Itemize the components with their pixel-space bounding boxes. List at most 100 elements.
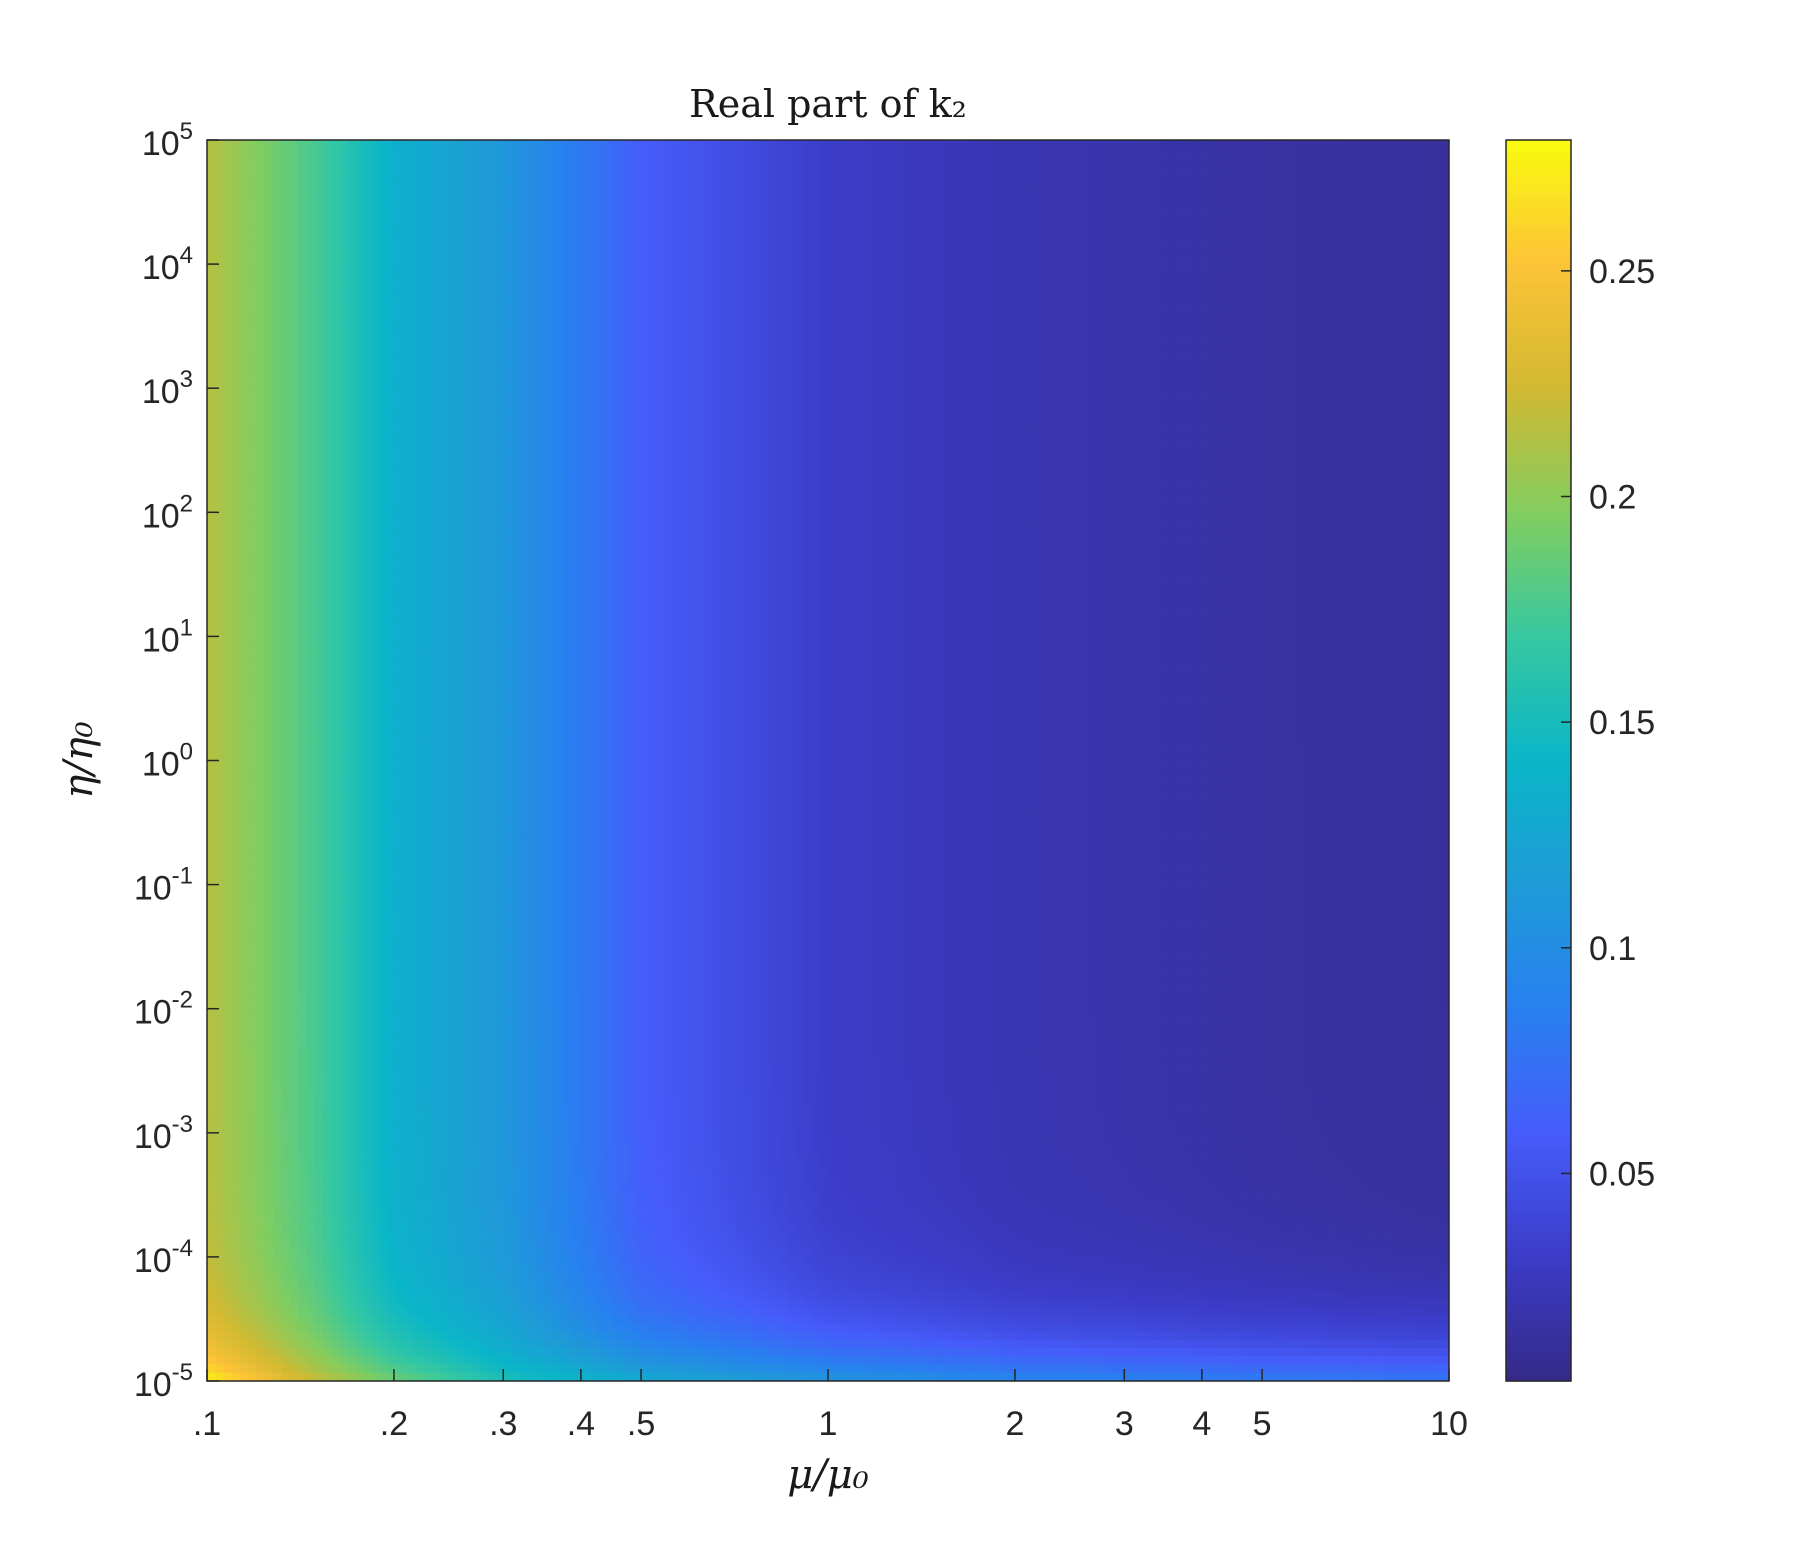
heatmap-cell: [215, 156, 225, 166]
heatmap-cell: [331, 768, 341, 778]
heatmap-cell: [298, 1232, 307, 1241]
heatmap-cell: [256, 1190, 266, 1200]
heatmap-cell: [298, 1058, 307, 1068]
heatmap-cell: [471, 686, 481, 695]
heatmap-cell: [372, 355, 382, 364]
heatmap-cell: [463, 925, 473, 935]
heatmap-cell: [289, 487, 299, 497]
heatmap-cell: [414, 322, 423, 331]
heatmap-cell: [289, 917, 299, 927]
heatmap-cell: [281, 1132, 291, 1142]
heatmap-cell: [289, 164, 299, 174]
heatmap-cell: [356, 437, 365, 447]
heatmap-cell: [281, 1372, 291, 1381]
heatmap-cell: [322, 1364, 332, 1374]
heatmap-cell: [322, 768, 332, 778]
heatmap-cell: [397, 1215, 407, 1225]
heatmap-cell: [480, 512, 490, 522]
heatmap-cell: [471, 322, 481, 331]
heatmap-cell: [248, 156, 258, 166]
heatmap-cell: [389, 206, 399, 216]
heatmap-cell: [463, 892, 473, 902]
heatmap-cell: [455, 1256, 465, 1266]
heatmap-cell: [372, 1248, 382, 1258]
heatmap-cell: [447, 487, 456, 497]
heatmap-cell: [480, 173, 490, 182]
heatmap-cell: [471, 851, 481, 861]
heatmap-cell: [438, 661, 448, 671]
heatmap-cell: [422, 818, 432, 828]
heatmap-cell: [447, 1033, 456, 1043]
heatmap-cell: [356, 495, 365, 505]
heatmap-cell: [364, 901, 374, 911]
heatmap-cell: [463, 934, 473, 944]
heatmap-cell: [314, 1050, 324, 1059]
heatmap-cell: [380, 305, 390, 315]
heatmap-cell: [273, 1066, 283, 1076]
heatmap-cell: [364, 677, 374, 687]
heatmap-cell: [438, 330, 448, 340]
heatmap-cell: [207, 1165, 216, 1175]
heatmap-cell: [380, 1091, 390, 1101]
heatmap-cell: [471, 768, 481, 778]
heatmap-cell: [447, 255, 456, 265]
heatmap-cell: [356, 396, 365, 406]
heatmap-cell: [356, 570, 365, 580]
heatmap-cell: [248, 702, 258, 712]
heatmap-cell: [231, 1041, 241, 1051]
heatmap-cell: [273, 1025, 283, 1035]
heatmap-cell: [256, 379, 266, 389]
heatmap-cell: [356, 810, 365, 820]
heatmap-cell: [397, 917, 407, 927]
heatmap-cell: [256, 1306, 266, 1316]
heatmap-cell: [455, 462, 465, 472]
heatmap-cell: [331, 743, 341, 753]
heatmap-cell: [405, 859, 415, 869]
heatmap-cell: [471, 1074, 481, 1084]
heatmap-cell: [405, 1033, 415, 1043]
heatmap-cell: [364, 1232, 374, 1241]
heatmap-cell: [298, 892, 307, 902]
heatmap-cell: [405, 181, 415, 191]
heatmap-cell: [339, 1066, 349, 1076]
heatmap-cell: [372, 264, 382, 273]
heatmap-cell: [414, 330, 423, 340]
heatmap-cell: [223, 1099, 233, 1109]
heatmap-cell: [471, 934, 481, 944]
heatmap-cell: [256, 164, 266, 174]
heatmap-cell: [273, 686, 283, 695]
heatmap-cell: [430, 1314, 440, 1324]
heatmap-cell: [372, 1091, 382, 1101]
heatmap-cell: [281, 1124, 291, 1134]
heatmap-cell: [339, 1149, 349, 1159]
heatmap-cell: [264, 462, 274, 472]
heatmap-cell: [422, 1058, 432, 1068]
heatmap-cell: [364, 760, 374, 770]
heatmap-cell: [215, 603, 225, 613]
heatmap-cell: [273, 239, 283, 249]
heatmap-cell: [298, 719, 307, 728]
heatmap-cell: [215, 1289, 225, 1299]
heatmap-cell: [397, 545, 407, 555]
heatmap-cell: [273, 1141, 283, 1150]
heatmap-cell: [471, 735, 481, 745]
heatmap-cell: [322, 669, 332, 679]
heatmap-cell: [273, 917, 283, 927]
heatmap-cell: [356, 909, 365, 919]
heatmap-cell: [372, 727, 382, 737]
heatmap-cell: [372, 479, 382, 489]
heatmap-cell: [438, 140, 448, 149]
heatmap-cell: [471, 1016, 481, 1026]
heatmap-cell: [405, 1273, 415, 1283]
heatmap-cell: [207, 1256, 216, 1266]
heatmap-cell: [298, 686, 307, 695]
heatmap-cell: [298, 437, 307, 447]
heatmap-cell: [273, 429, 283, 439]
heatmap-cell: [389, 429, 399, 439]
heatmap-cell: [414, 346, 423, 356]
heatmap-cell: [273, 148, 283, 158]
heatmap-cell: [215, 222, 225, 232]
heatmap-cell: [397, 1323, 407, 1332]
heatmap-cell: [447, 586, 456, 596]
heatmap-cell: [281, 1041, 291, 1051]
